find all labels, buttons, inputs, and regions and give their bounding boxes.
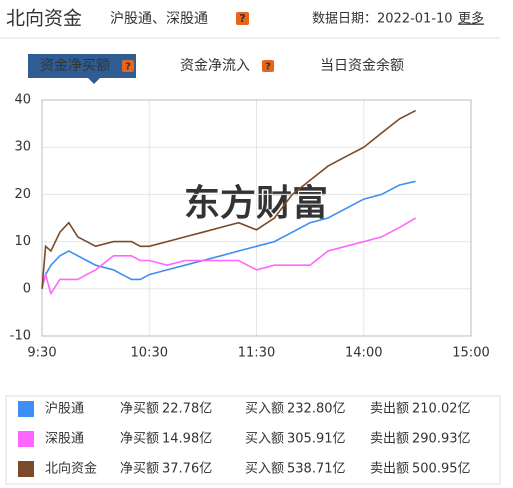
legend-field: 买入额	[245, 462, 284, 477]
tab-pointer	[88, 78, 100, 84]
x-tick-label: 10:30	[131, 346, 168, 361]
legend-field: 买入额	[245, 402, 284, 417]
x-tick-label: 14:00	[345, 346, 382, 361]
y-tick-label: -10	[10, 329, 31, 344]
series-line	[41, 180, 416, 289]
legend-name: 北向资金	[45, 461, 97, 477]
more-link[interactable]: 更多	[458, 11, 484, 27]
data-date: 数据日期：2022-01-10	[312, 12, 453, 27]
help-mark: ?	[125, 62, 131, 73]
plot: -10 0 10 20 30 40 9:30 10:30 11:30 14:00 15:00	[10, 93, 490, 361]
y-tick-label: 10	[14, 234, 31, 249]
legend-value: 22.78亿	[162, 402, 212, 417]
y-tick-label: 0	[23, 281, 31, 296]
legend-value: 305.91亿	[287, 432, 346, 447]
legend-field: 卖出额	[370, 462, 409, 477]
help-icon[interactable]	[236, 12, 249, 25]
legend-field: 卖出额	[370, 432, 409, 447]
legend-field: 净买额	[120, 462, 159, 477]
tab[interactable]: 资金净流入	[180, 58, 250, 74]
legend-value: 210.02亿	[412, 402, 471, 417]
legend-field: 净买额	[120, 402, 159, 417]
help-mark: ?	[265, 62, 271, 73]
active-tab[interactable]	[28, 54, 136, 78]
x-tick-label: 9:30	[27, 346, 56, 361]
series-line	[41, 217, 417, 296]
legend-field: 卖出额	[370, 402, 409, 417]
y-tick-label: 40	[14, 93, 31, 108]
legend-swatch	[18, 461, 34, 477]
x-tick-label: 15:00	[452, 346, 489, 361]
help-mark: ?	[239, 12, 245, 25]
tab[interactable]: 资金净买额	[40, 58, 110, 74]
legend-swatch	[18, 431, 34, 447]
legend-name: 沪股通	[45, 401, 84, 417]
legend-value: 37.76亿	[162, 462, 212, 477]
legend-swatch	[18, 401, 34, 417]
title: 北向资金	[6, 8, 82, 30]
legend-field: 净买额	[120, 432, 159, 447]
legend-value: 500.95亿	[412, 462, 471, 477]
legend-value: 290.93亿	[412, 432, 471, 447]
x-tick-label: 11:30	[238, 346, 275, 361]
legend-value: 14.98亿	[162, 432, 212, 447]
help-icon[interactable]	[122, 60, 134, 72]
plot-border	[41, 99, 472, 337]
y-tick-label: 20	[14, 187, 31, 202]
y-tick-label: 30	[14, 140, 31, 155]
legend-box	[5, 395, 501, 485]
series-line	[41, 109, 416, 289]
legend-value: 538.71亿	[287, 462, 346, 477]
tab[interactable]: 当日资金余额	[320, 57, 404, 74]
legend-field: 买入额	[245, 432, 284, 447]
subtitle: 沪股通、深股通	[110, 11, 208, 27]
legend-name: 深股通	[45, 432, 84, 447]
help-icon[interactable]	[262, 60, 274, 72]
legend-value: 232.80亿	[287, 402, 346, 417]
